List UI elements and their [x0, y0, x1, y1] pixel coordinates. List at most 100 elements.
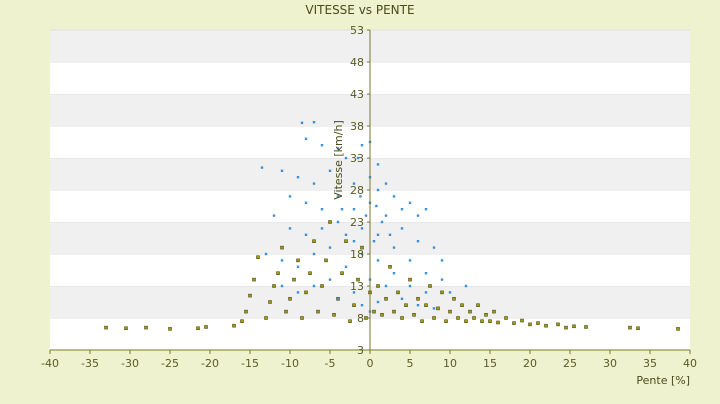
data-point	[448, 309, 452, 314]
x-tick-label: 30	[603, 357, 617, 370]
data-point	[344, 265, 348, 268]
x-tick-label: 35	[643, 357, 657, 370]
data-point	[384, 182, 388, 185]
data-point	[408, 277, 412, 282]
data-point	[408, 284, 412, 288]
data-point	[376, 188, 380, 192]
data-point	[584, 325, 588, 329]
data-point	[424, 208, 428, 211]
data-point	[496, 320, 500, 325]
data-point	[464, 319, 468, 323]
data-point	[264, 252, 268, 256]
data-point	[460, 303, 464, 307]
data-point	[348, 319, 352, 323]
data-point	[328, 246, 332, 249]
data-point	[336, 147, 340, 150]
data-point	[288, 297, 292, 301]
data-point	[352, 182, 356, 185]
data-point	[636, 326, 640, 330]
data-point	[384, 284, 388, 288]
data-point	[344, 156, 348, 160]
axes: -40 -35 -30 -25 -20 -15 -10 -5 0 5 10 15 20 25 30 35 40 3…	[41, 24, 697, 370]
y-tick-label: 18	[350, 248, 364, 261]
y-tick-label: 28	[350, 184, 364, 197]
x-tick-label: 0	[367, 357, 374, 370]
x-tick-label: 25	[563, 357, 577, 370]
data-point	[416, 297, 420, 301]
data-point	[280, 169, 284, 172]
data-point	[336, 220, 340, 224]
data-point	[352, 303, 356, 307]
data-point	[304, 201, 308, 204]
data-point	[356, 277, 360, 282]
data-point	[448, 291, 452, 294]
data-point	[392, 246, 396, 249]
x-tick-label: 40	[683, 357, 697, 370]
data-point	[304, 233, 308, 236]
x-tick-label: -30	[121, 357, 139, 370]
data-point	[364, 214, 368, 217]
data-point	[384, 297, 388, 301]
data-point	[312, 239, 316, 243]
data-point	[296, 176, 300, 179]
data-point	[264, 316, 268, 320]
data-point	[464, 284, 468, 288]
data-point	[332, 313, 336, 317]
data-point	[372, 240, 376, 243]
data-point	[376, 163, 380, 166]
x-tick-label: -10	[281, 357, 299, 370]
data-point	[476, 303, 480, 307]
data-point	[360, 245, 364, 250]
data-point	[564, 325, 568, 330]
data-point	[392, 195, 396, 198]
y-tick-label: 48	[350, 56, 364, 69]
data-point	[488, 319, 492, 323]
data-point	[432, 246, 436, 249]
data-point	[392, 309, 396, 314]
data-point	[428, 284, 432, 288]
data-point	[356, 156, 360, 160]
x-tick-label: -25	[161, 357, 179, 370]
x-tick-label: -15	[241, 357, 259, 370]
data-point	[340, 271, 344, 275]
data-point	[440, 259, 444, 262]
data-point	[400, 208, 404, 211]
data-point	[376, 300, 380, 304]
data-point	[472, 316, 476, 320]
data-point	[196, 326, 200, 330]
data-point	[388, 265, 392, 269]
data-point	[244, 309, 248, 314]
data-point	[376, 284, 380, 288]
data-point	[400, 227, 404, 230]
data-point	[380, 313, 384, 317]
x-tick-label: -5	[325, 357, 336, 370]
data-point	[272, 214, 276, 217]
data-point	[268, 300, 272, 304]
data-point	[572, 324, 576, 329]
chart-title: VITESSE vs PENTE	[305, 3, 414, 17]
data-point	[456, 316, 460, 320]
data-point	[312, 120, 316, 124]
data-point	[320, 208, 324, 211]
data-point	[352, 240, 356, 243]
data-point	[444, 319, 448, 323]
data-point	[512, 321, 516, 325]
data-point	[360, 144, 364, 147]
data-point	[536, 321, 540, 325]
data-point	[432, 307, 436, 310]
y-tick-label: 33	[350, 152, 364, 165]
data-point	[280, 259, 284, 262]
y-tick-label: 38	[350, 120, 364, 133]
data-point	[240, 319, 244, 323]
x-tick-label: 20	[523, 357, 537, 370]
y-tick-label: 13	[350, 280, 364, 293]
data-point	[504, 316, 508, 320]
data-point	[412, 313, 416, 317]
data-point	[296, 258, 300, 263]
data-point	[124, 326, 128, 330]
y-tick-label: 23	[350, 216, 364, 229]
data-point	[104, 325, 108, 330]
data-point	[400, 316, 404, 320]
data-point	[452, 297, 456, 301]
data-point	[328, 169, 332, 172]
